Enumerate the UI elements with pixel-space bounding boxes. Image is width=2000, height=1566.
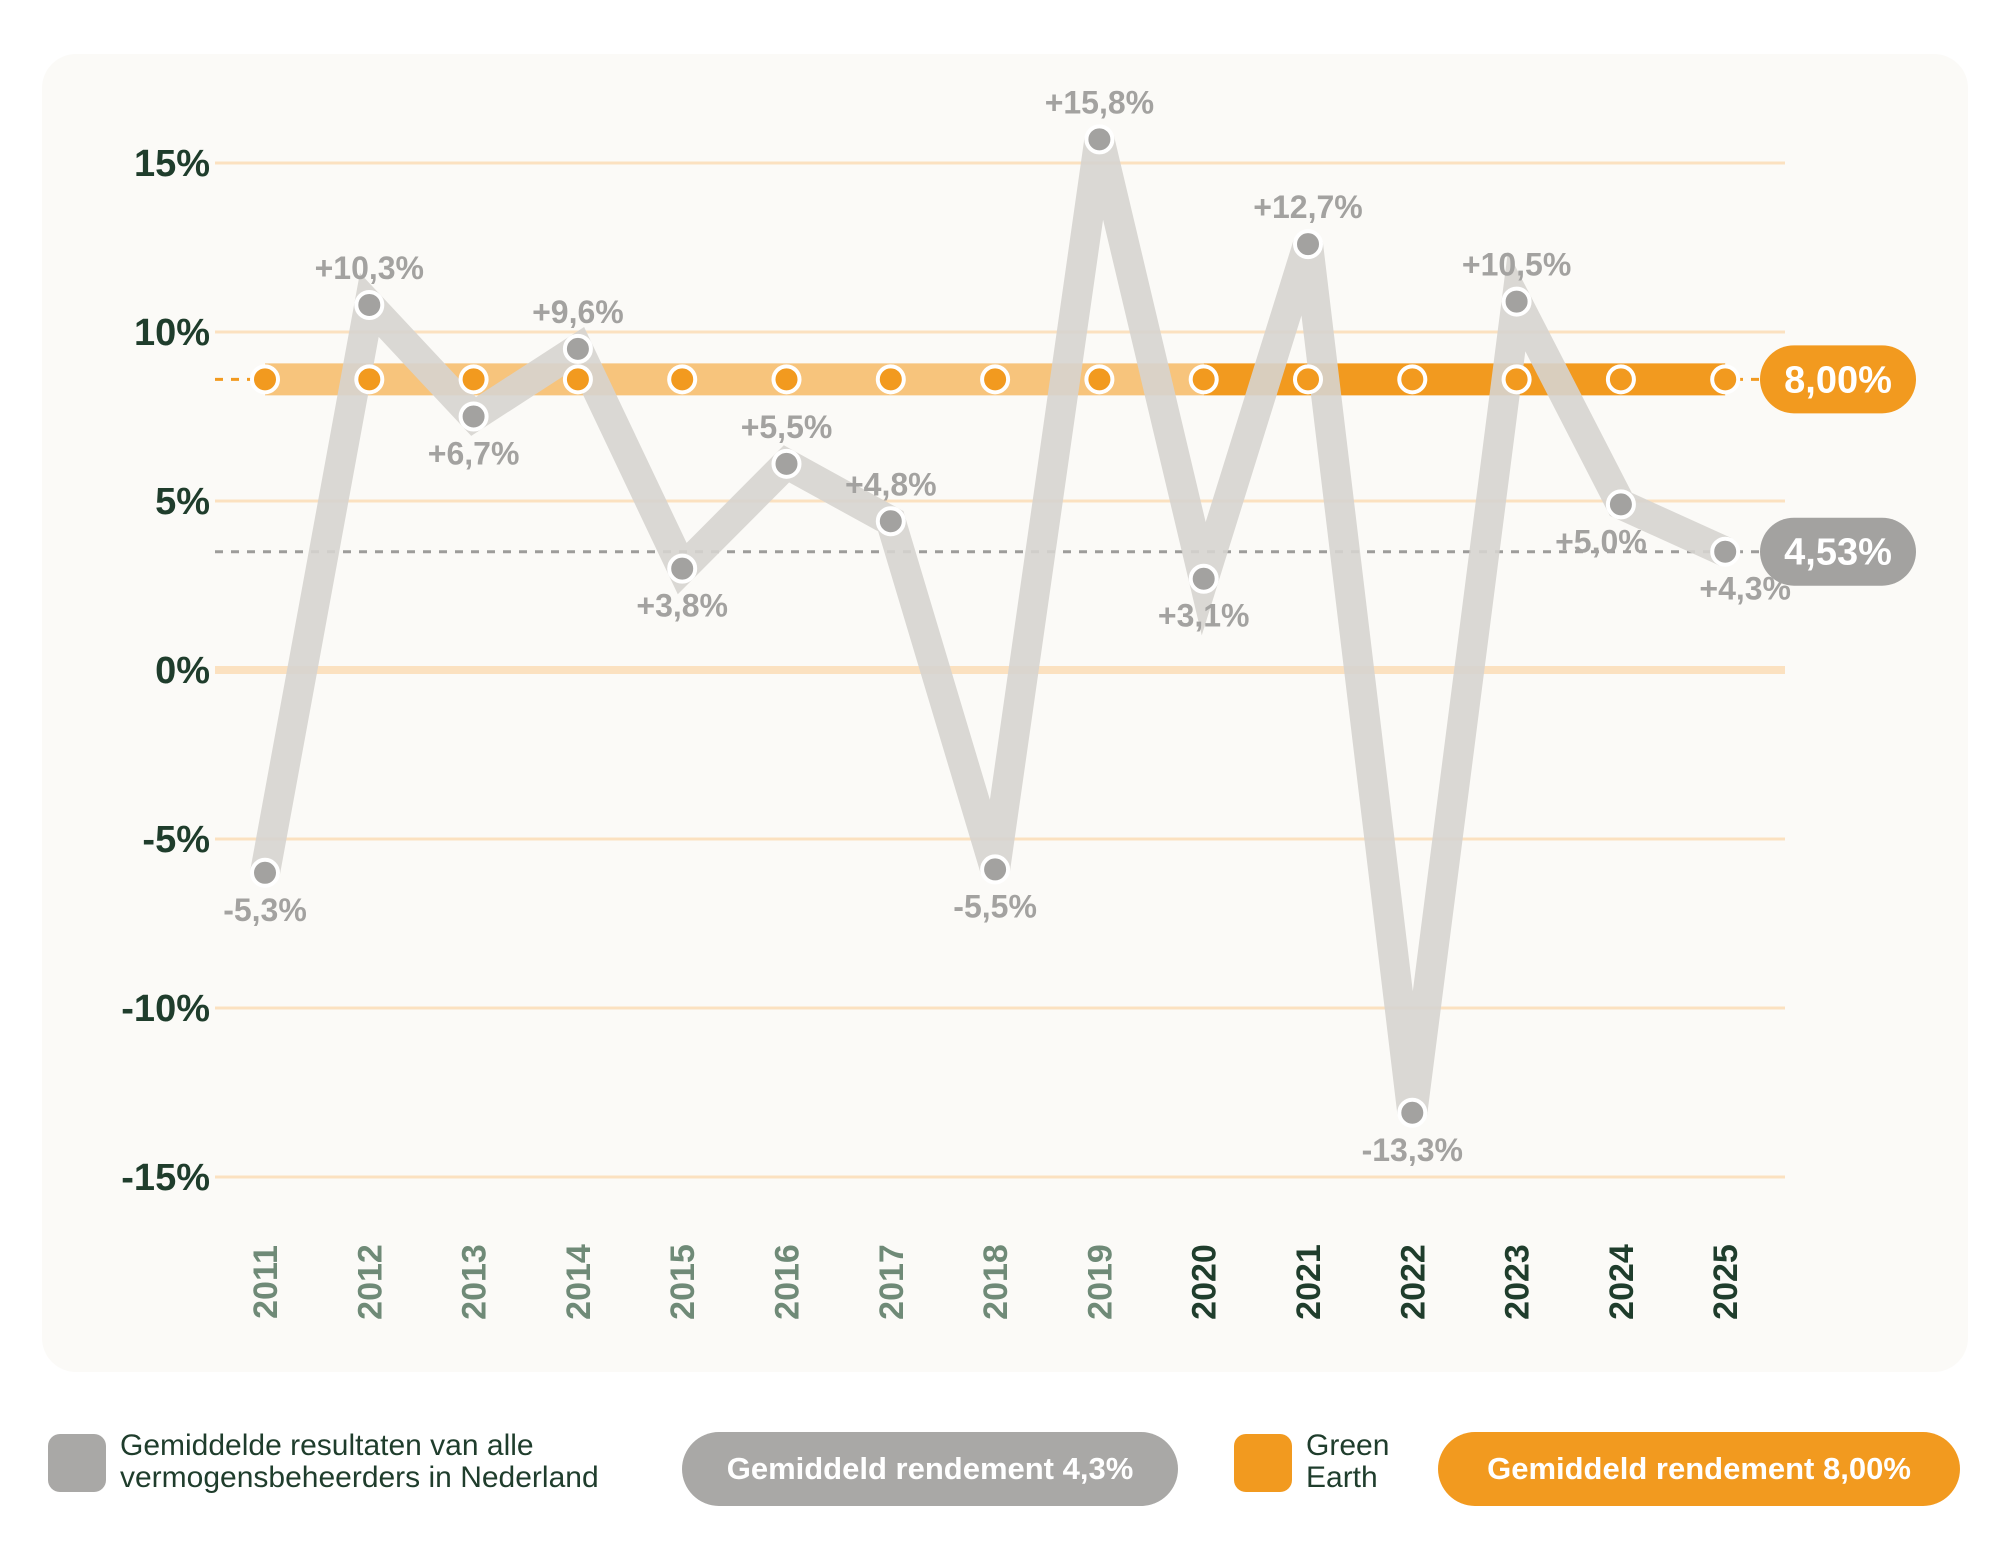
y-tick-label: -15% — [121, 1157, 210, 1199]
green-earth-point — [1605, 364, 1636, 395]
market-data-label: -5,5% — [953, 888, 1037, 924]
x-tick-label: 2020 — [1186, 1244, 1224, 1320]
x-tick-label: 2022 — [1394, 1244, 1432, 1320]
x-tick-label: 2016 — [769, 1244, 807, 1320]
market-data-label: +10,3% — [315, 250, 424, 286]
market-data-label: +15,8% — [1045, 84, 1154, 120]
legend-pill-market-average: Gemiddeld rendement 4,3% — [682, 1432, 1178, 1506]
y-tick-label: 5% — [155, 481, 210, 523]
market-data-label: +3,1% — [1158, 598, 1250, 634]
legend-pill-green-earth-average: Gemiddeld rendement 8,00% — [1438, 1432, 1960, 1506]
market-point — [354, 289, 385, 320]
green-earth-point — [1710, 364, 1741, 395]
market-average-pill — [1760, 517, 1916, 586]
green-earth-point — [250, 364, 280, 395]
market-point — [875, 506, 906, 537]
x-tick-label: 2024 — [1603, 1244, 1641, 1320]
market-point — [458, 401, 489, 432]
legend-label-green-earth: Green Earth — [1306, 1429, 1390, 1494]
x-tick-label: 2023 — [1499, 1244, 1537, 1320]
market-point — [771, 448, 802, 479]
y-tick-label: -5% — [142, 819, 210, 861]
market-data-label: +5,5% — [741, 409, 833, 445]
market-data-label: +6,7% — [428, 436, 520, 472]
green-earth-point — [1293, 364, 1323, 395]
green-earth-point — [980, 364, 1011, 395]
market-point — [250, 857, 280, 888]
green-earth-point — [771, 364, 802, 395]
x-tick-label: 2018 — [977, 1244, 1015, 1320]
green-earth-point — [458, 364, 489, 395]
x-tick-label: 2025 — [1707, 1244, 1745, 1320]
market-series-line — [250, 135, 1732, 1115]
market-point — [1293, 229, 1323, 260]
market-data-label: +12,7% — [1253, 189, 1362, 225]
market-point — [980, 854, 1011, 885]
green-earth-point — [667, 364, 698, 395]
green-earth-point — [1084, 364, 1115, 395]
green-earth-point — [1188, 364, 1219, 395]
x-tick-label: 2013 — [456, 1244, 494, 1320]
green-earth-point — [1501, 364, 1532, 395]
x-tick-label: 2015 — [664, 1244, 702, 1320]
green-earth-point — [1397, 364, 1428, 395]
y-tick-label: 0% — [155, 650, 210, 692]
x-tick-label: 2012 — [351, 1244, 389, 1320]
market-data-label: +4,8% — [845, 466, 937, 502]
green-earth-average-value: 8,00% — [1784, 359, 1892, 401]
market-point — [562, 333, 593, 364]
x-tick-label: 2014 — [560, 1244, 598, 1320]
x-tick-label: 2011 — [247, 1245, 285, 1319]
market-point — [1710, 536, 1741, 567]
x-tick-label: 2017 — [873, 1244, 911, 1320]
market-data-label: +9,6% — [532, 294, 624, 330]
market-data-label: +5,0% — [1555, 523, 1647, 559]
green-earth-point — [875, 364, 906, 395]
line-chart: 15% 10% 5% 0% -5% -10% -15% -5,3% +10,3% +6,7% +9,… — [121, 84, 1916, 1320]
green-earth-point — [562, 364, 593, 395]
y-tick-label: -10% — [121, 988, 210, 1030]
market-data-label: -13,3% — [1362, 1132, 1463, 1168]
legend-swatch-orange — [1234, 1434, 1292, 1492]
market-point — [667, 553, 698, 584]
legend-label-market: Gemiddelde resultaten van alle vermogens… — [120, 1429, 599, 1494]
market-point — [1188, 563, 1219, 594]
market-data-label: -5,3% — [223, 892, 307, 928]
y-tick-label: 10% — [134, 312, 210, 354]
market-point — [1084, 124, 1115, 155]
market-point — [1605, 489, 1636, 520]
green-earth-point — [354, 364, 385, 395]
legend-swatch-gray — [48, 1434, 106, 1492]
y-tick-label: 15% — [134, 143, 210, 185]
market-point — [1397, 1097, 1428, 1128]
market-data-label: +3,8% — [636, 588, 728, 624]
market-data-label: +10,5% — [1462, 247, 1571, 283]
market-point — [1501, 286, 1532, 317]
market-average-value: 4,53% — [1784, 532, 1892, 574]
x-tick-label: 2019 — [1081, 1244, 1119, 1320]
x-tick-label: 2021 — [1290, 1244, 1328, 1320]
legend: Gemiddelde resultaten van alle vermogens… — [0, 1420, 2000, 1506]
green-earth-average-pill — [1760, 345, 1916, 414]
